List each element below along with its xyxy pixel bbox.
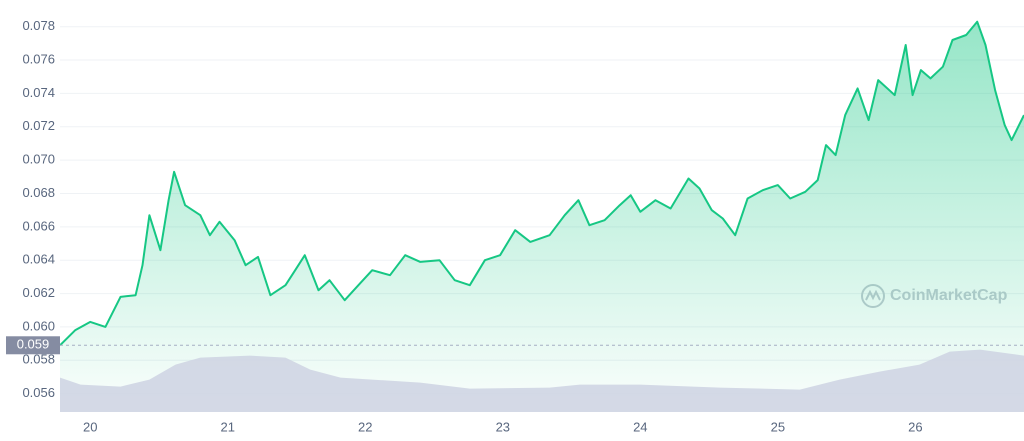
- y-tick-label: 0.074: [22, 85, 55, 100]
- y-tick-label: 0.072: [22, 118, 55, 133]
- x-tick-label: 26: [908, 419, 922, 434]
- y-tick-label: 0.078: [22, 18, 55, 33]
- x-tick-label: 22: [358, 419, 372, 434]
- current-price-label: 0.059: [17, 337, 50, 352]
- price-area: [60, 21, 1024, 412]
- y-tick-label: 0.066: [22, 218, 55, 233]
- y-tick-label: 0.076: [22, 51, 55, 66]
- y-tick-label: 0.060: [22, 318, 55, 333]
- y-tick-label: 0.064: [22, 252, 55, 267]
- x-tick-label: 25: [771, 419, 785, 434]
- x-tick-label: 24: [633, 419, 647, 434]
- y-tick-label: 0.068: [22, 185, 55, 200]
- x-tick-label: 23: [496, 419, 510, 434]
- y-tick-label: 0.058: [22, 352, 55, 367]
- price-line: [59, 20, 1024, 347]
- y-tick-label: 0.056: [22, 385, 55, 400]
- x-tick-label: 21: [221, 419, 235, 434]
- x-tick-label: 20: [83, 419, 97, 434]
- volume-area: [60, 349, 1024, 412]
- y-tick-label: 0.062: [22, 285, 55, 300]
- y-tick-label: 0.070: [22, 152, 55, 167]
- current-price-box: [6, 336, 60, 355]
